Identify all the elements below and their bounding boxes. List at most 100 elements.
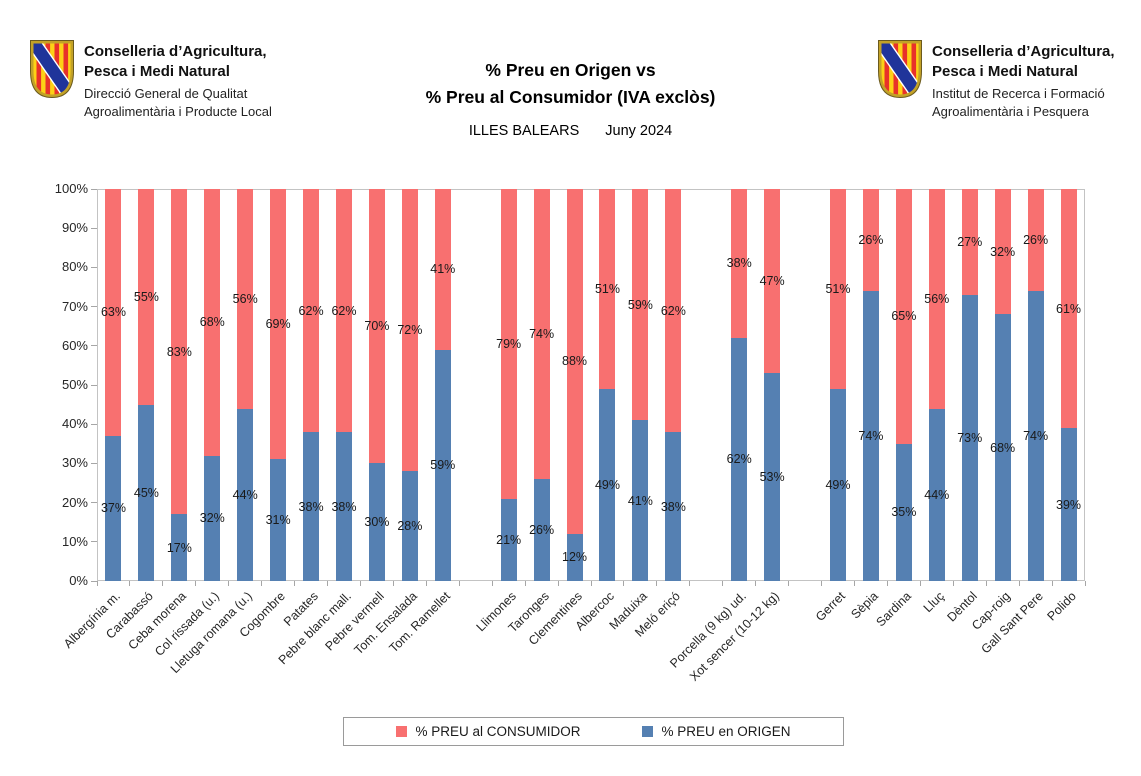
bar-segment-origen [632,420,649,581]
logo-right-text: Conselleria d’Agricultura, Pesca i Medi … [932,39,1115,120]
x-axis-tick [952,581,954,586]
y-axis-tick [91,541,97,543]
bar-segment-origen [895,443,912,581]
bar-value-label-origen: 41% [627,493,653,508]
bar-segment-origen [566,533,583,581]
bar-segment-origen [1027,290,1044,581]
bar-value-label-origen: 21% [496,532,522,547]
y-axis-tick-label: 90% [61,220,88,236]
y-axis-tick [91,306,97,308]
bar-segment-consumidor [928,189,945,409]
bar-segment-origen [237,408,254,581]
bar-segment-consumidor [632,189,649,421]
coat-of-arms-icon [878,40,922,99]
bar-value-label-origen: 68% [990,440,1016,455]
x-axis-tick [359,581,361,586]
bar-value-label-consumidor: 26% [1023,232,1049,247]
bar-segment-origen [204,455,221,581]
bar-value-label-consumidor: 70% [364,319,390,334]
bar-segment-consumidor [533,189,550,480]
bar-value-label-origen: 31% [265,513,291,528]
bar-segment-consumidor [665,189,682,433]
bar-segment-origen [764,373,781,581]
logo-right-dept-line1: Institut de Recerca i Formació [932,86,1105,101]
bar-value-label-consumidor: 38% [726,256,752,271]
bar-segment-origen [401,471,418,581]
y-axis-tick [91,580,97,582]
bar-segment-consumidor [237,189,254,409]
bar-segment-consumidor [895,189,912,444]
bar-segment-consumidor [401,189,418,472]
x-axis-tick [162,581,164,586]
bar-segment-consumidor [270,189,287,460]
bar-segment-origen [731,337,748,581]
y-axis-tick-label: 10% [61,533,88,549]
x-axis-tick [294,581,296,586]
bar-value-label-consumidor: 63% [100,305,126,320]
x-axis-tick [557,581,559,586]
bar-value-label-consumidor: 72% [397,323,423,338]
logo-left-dept-line2: Agroalimentària i Producte Local [84,103,272,119]
bar-segment-origen [138,404,155,581]
bar-segment-origen [303,432,320,581]
bar-value-label-consumidor: 26% [858,232,884,247]
bar-value-label-consumidor: 65% [891,309,917,324]
bar-segment-consumidor [764,189,781,374]
logo-right-dept-line2: Agroalimentària i Pesquera [932,103,1089,119]
bar-segment-consumidor [434,189,451,350]
x-axis-tick [392,581,394,586]
bar-segment-origen [368,463,385,581]
chart-title-block: % Preu en Origen vs % Preu al Consumidor… [0,57,1141,139]
logo-right: Conselleria d’Agricultura, Pesca i Medi … [877,39,1115,120]
bar-segment-origen [830,388,846,581]
bar-segment-consumidor [731,189,748,338]
x-axis-tick [425,581,427,586]
bar-segment-origen [500,498,517,581]
y-axis-tick [91,502,97,504]
bar-value-label-consumidor: 61% [1056,301,1082,316]
x-axis-tick [129,581,131,586]
subtitle-region: ILLES BALEARS [468,123,580,139]
bar-value-label-consumidor: 56% [232,291,258,306]
bar-value-label-consumidor: 69% [265,317,291,332]
y-axis-tick-label: 40% [61,416,88,432]
legend-item-origen: % PREU en ORIGEN [642,724,791,739]
x-axis-tick [985,581,987,586]
y-axis-tick [91,188,97,190]
x-axis-tick [327,581,329,586]
bar-value-label-origen: 44% [924,487,950,502]
bar-segment-consumidor [994,189,1011,315]
x-axis-tick [722,581,724,586]
bar-value-label-consumidor: 27% [957,234,983,249]
bar-value-label-origen: 32% [199,511,225,526]
bar-segment-consumidor [138,189,155,405]
bar-value-label-origen: 38% [331,499,357,514]
bar-value-label-origen: 49% [594,477,620,492]
logo-left-text: Conselleria d’Agricultura, Pesca i Medi … [84,39,272,120]
bar-segment-origen [434,349,451,581]
chart-title-line1: % Preu en Origen vs [485,60,656,80]
x-axis-tick [788,581,790,586]
plot-area [97,189,1085,581]
bar-value-label-consumidor: 47% [759,274,785,289]
bar-value-label-consumidor: 59% [627,297,653,312]
bar-value-label-consumidor: 79% [496,336,522,351]
bar-value-label-origen: 53% [759,470,785,485]
bar-value-label-consumidor: 83% [166,344,192,359]
bar-value-label-origen: 35% [891,505,917,520]
x-axis-tick [656,581,658,586]
y-axis-tick-label: 70% [61,298,88,314]
bar-value-label-consumidor: 56% [924,291,950,306]
y-axis-tick-label: 20% [61,494,88,510]
bar-value-label-consumidor: 62% [331,303,357,318]
bar-value-label-consumidor: 41% [430,262,456,277]
bar-value-label-consumidor: 62% [660,303,686,318]
x-axis-tick [228,581,230,586]
bar-segment-origen [105,435,122,581]
x-axis-tick [491,581,493,586]
bar-value-label-origen: 59% [430,458,456,473]
bar-value-label-origen: 49% [825,477,851,492]
bar-segment-origen [994,314,1011,581]
x-axis-tick [590,581,592,586]
